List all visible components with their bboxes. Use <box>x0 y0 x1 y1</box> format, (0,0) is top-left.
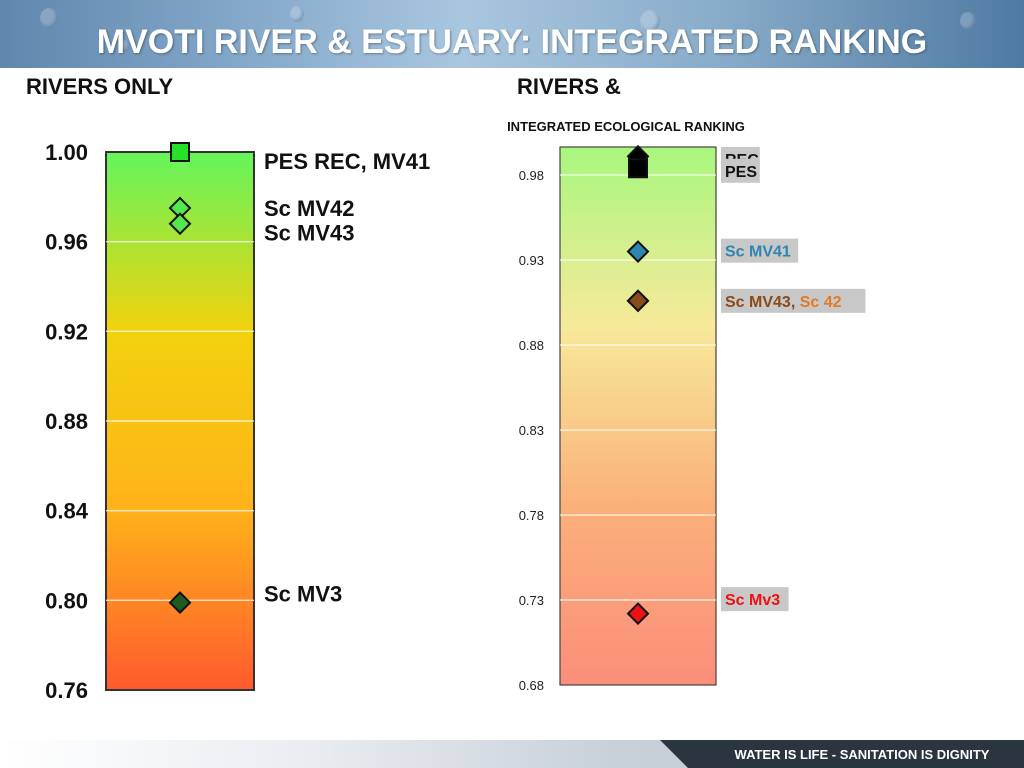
label-box <box>721 158 760 183</box>
right-subheading: RIVERS & <box>517 74 621 99</box>
data-point-diamond <box>626 240 650 263</box>
point-label-part: Sc Mv3 <box>725 592 780 609</box>
label-box <box>721 238 799 263</box>
water-drop-decoration <box>120 40 130 52</box>
water-drop-decoration <box>470 44 482 56</box>
point-label-part: Sc MV43, <box>725 294 800 311</box>
point-label: PES REC, MV41 <box>264 149 430 174</box>
y-tick-label: 0.83 <box>519 423 544 438</box>
water-drop-decoration <box>800 38 812 52</box>
point-label: Sc MV41 <box>725 244 791 261</box>
data-point-diamond <box>626 602 650 626</box>
footer-dark-band <box>660 740 1024 768</box>
y-tick-label: 0.96 <box>45 230 88 255</box>
rivers-only-chart: 1.00 0.96 0.92 0.88 0.84 0.80 0.76 PES REC, MV4… <box>45 140 430 703</box>
label-box <box>721 288 866 313</box>
water-drop-decoration <box>290 6 304 22</box>
point-label: Sc MV42 <box>264 196 355 221</box>
point-label: Sc MV43, Sc 42 <box>725 294 842 311</box>
point-label-part: Sc MV41 <box>725 244 791 261</box>
data-point-square <box>628 158 648 179</box>
y-tick-label: 0.92 <box>45 319 88 344</box>
plot-area <box>559 146 717 686</box>
point-label-part: PES <box>725 164 757 181</box>
chart-title: INTEGRATED ECOLOGICAL RANKING <box>507 119 745 134</box>
data-point-diamond <box>626 289 650 313</box>
water-drop-decoration <box>960 12 976 30</box>
y-tick-label: 1.00 <box>45 140 88 165</box>
point-label: Sc MV43 <box>264 221 355 246</box>
footer-slogan: WATER IS LIFE - SANITATION IS DIGNITY <box>734 747 990 762</box>
header-banner: MVOTI RIVER & ESTUARY: INTEGRATED RANKIN… <box>0 0 1024 68</box>
point-label: PES <box>725 164 757 181</box>
y-tick-label: 0.88 <box>519 338 544 353</box>
point-label-part: Sc 42 <box>800 294 842 311</box>
page-title: MVOTI RIVER & ESTUARY: INTEGRATED RANKIN… <box>96 23 928 61</box>
y-tick-label: 0.93 <box>519 253 544 268</box>
y-tick-label: 0.80 <box>45 588 88 613</box>
data-point-square <box>170 142 190 162</box>
data-point-diamond <box>168 212 192 236</box>
water-drop-decoration <box>40 8 58 28</box>
point-label: Sc MV3 <box>264 582 342 607</box>
y-tick-label: 0.73 <box>519 593 544 608</box>
y-tick-label: 0.76 <box>45 678 88 703</box>
data-point-diamond <box>168 591 192 614</box>
y-tick-label: 0.98 <box>519 168 544 183</box>
water-drop-decoration <box>640 10 660 32</box>
point-label: Sc Mv3 <box>725 592 780 609</box>
y-tick-label: 0.78 <box>519 508 544 523</box>
left-subheading: RIVERS ONLY <box>26 74 174 99</box>
y-tick-label: 0.84 <box>45 499 89 524</box>
y-tick-label: 0.88 <box>45 409 88 434</box>
label-box <box>721 587 789 612</box>
integrated-ranking-chart: INTEGRATED ECOLOGICAL RANKING 0.98 0.93 0.8… <box>507 119 866 693</box>
y-tick-label: 0.68 <box>519 678 544 693</box>
